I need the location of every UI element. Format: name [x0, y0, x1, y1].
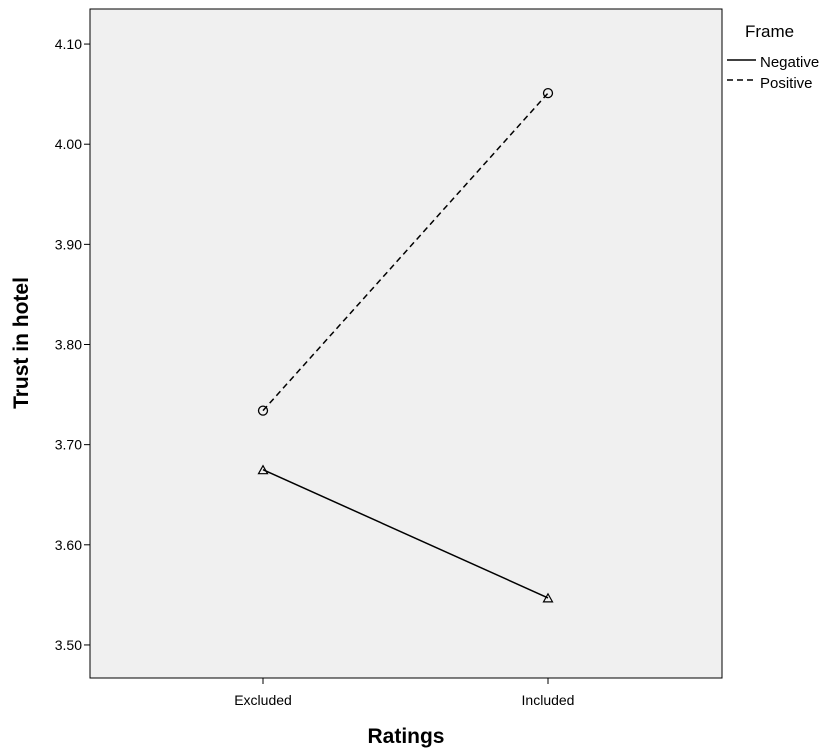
series-line-positive: [262, 92, 549, 412]
x-axis-title: Ratings: [367, 725, 444, 748]
legend: Frame Negative Positive: [727, 22, 819, 92]
data-point-positive: [257, 405, 269, 416]
data-point-negative: [257, 464, 269, 475]
y-tick-label: 3.70: [55, 437, 82, 453]
y-tick-label: 4.00: [55, 136, 82, 152]
y-axis: 3.50 3.60 3.70 3.80 3.90 4.00 4.10: [55, 36, 90, 653]
x-axis: Excluded Included: [234, 678, 574, 708]
series-line-negative: [262, 469, 549, 599]
data-point-positive: [542, 87, 554, 99]
plot-area: [89, 8, 723, 679]
data-point-negative: [542, 592, 554, 603]
legend-title: Frame: [745, 22, 794, 41]
y-axis-title: Trust in hotel: [10, 277, 33, 409]
y-tick-label: 3.90: [55, 236, 82, 252]
series-layer: [257, 87, 554, 603]
x-tick-label: Excluded: [234, 692, 292, 708]
y-tick-label: 4.10: [55, 36, 82, 52]
legend-label-positive: Positive: [760, 75, 813, 92]
legend-label-negative: Negative: [760, 54, 819, 71]
y-tick-label: 3.50: [55, 637, 82, 653]
y-tick-label: 3.80: [55, 337, 82, 353]
x-tick-label: Included: [522, 692, 575, 708]
y-tick-label: 3.60: [55, 537, 82, 553]
